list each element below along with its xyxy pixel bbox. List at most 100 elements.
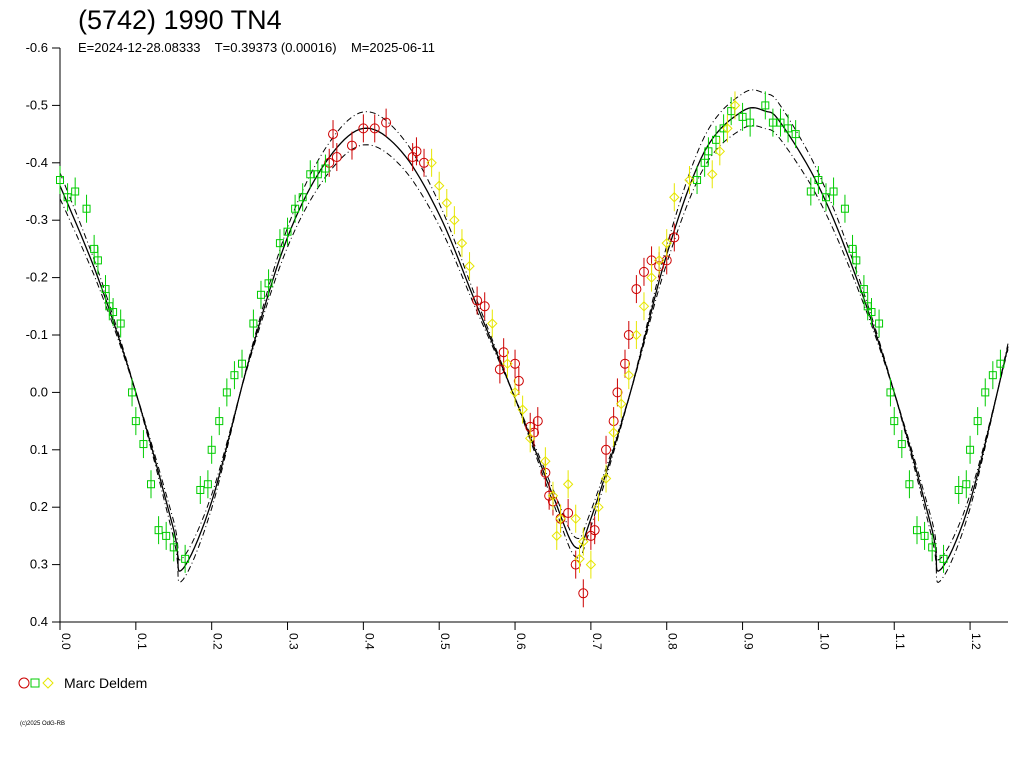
x-tick-label: 0.4 [362, 633, 376, 650]
legend-circle-marker [18, 677, 30, 689]
data-point-square [264, 279, 273, 288]
data-point-diamond [551, 530, 562, 542]
y-tick-label: 0.0 [30, 384, 48, 399]
data-point-square [996, 359, 1005, 368]
fit-envelope-lower [59, 124, 1009, 561]
y-tick-label: 0.1 [30, 442, 48, 457]
data-point-square [256, 290, 265, 299]
data-point-circle [419, 157, 430, 168]
data-point-diamond [487, 318, 498, 329]
data-point-square [840, 204, 849, 213]
data-point-diamond [638, 301, 650, 312]
data-points [56, 91, 1005, 608]
data-point-diamond [464, 260, 475, 272]
data-point-square [704, 147, 713, 156]
data-point-square [147, 480, 156, 489]
data-point-circle [407, 152, 418, 163]
data-point-square [859, 285, 868, 294]
data-point-circle [381, 117, 392, 128]
data-point-square [56, 176, 64, 185]
data-point-circle [585, 530, 596, 541]
data-point-square [101, 285, 110, 294]
y-tick-label: -0.5 [26, 97, 48, 112]
data-point-square [776, 118, 785, 127]
x-tick-label: 0.9 [742, 633, 756, 650]
data-point-diamond [593, 501, 604, 513]
data-point-diamond [631, 329, 642, 341]
data-point-square [973, 417, 982, 426]
data-point-square [93, 256, 102, 265]
data-point-square [897, 440, 906, 449]
x-tick-label: 1.1 [893, 633, 907, 650]
data-point-square [154, 526, 163, 535]
data-point-circle [638, 266, 649, 277]
data-point-circle [620, 358, 631, 369]
data-point-circle [498, 347, 509, 358]
y-tick-label: -0.6 [26, 40, 48, 55]
data-point-square [791, 130, 800, 139]
data-point-diamond [517, 404, 528, 415]
data-point-circle [479, 301, 490, 312]
data-point-diamond [525, 433, 536, 444]
chart-title: (5742) 1990 TN4 [78, 5, 282, 35]
data-point-circle [578, 588, 589, 599]
data-point-square [852, 256, 861, 265]
data-point-diamond [684, 174, 695, 186]
data-point-diamond [555, 513, 566, 524]
data-point-square [283, 227, 292, 236]
data-point-square [249, 319, 258, 328]
data-point-square [920, 531, 929, 540]
data-point-diamond [722, 123, 733, 134]
data-point-square [746, 118, 755, 127]
data-point-diamond [714, 146, 726, 157]
data-point-circle [544, 490, 555, 501]
data-point-square [306, 170, 315, 179]
data-point-circle [328, 129, 339, 140]
data-point-square [928, 543, 937, 552]
data-point-diamond [456, 237, 468, 249]
y-tick-label: -0.1 [26, 327, 48, 342]
data-point-circle [513, 375, 524, 386]
data-point-square [761, 101, 770, 110]
data-point-square [814, 176, 823, 185]
data-point-diamond [441, 197, 452, 209]
fit-envelope-upper [59, 89, 1009, 583]
fit-curve [59, 107, 1009, 572]
legend-square-marker [30, 678, 40, 688]
x-tick-label: 1.0 [817, 633, 831, 650]
copyright: (c)2025 OdG-RB [20, 721, 66, 727]
data-point-circle [369, 123, 380, 134]
data-point-circle [563, 507, 574, 518]
data-point-square [905, 480, 914, 489]
data-point-square [321, 164, 330, 173]
x-tick-label: 0.3 [287, 633, 301, 650]
data-point-square [988, 371, 997, 380]
data-point-square [196, 485, 205, 494]
data-point-square [291, 204, 300, 213]
data-point-diamond [502, 358, 513, 369]
x-tick-label: 0.7 [590, 633, 604, 650]
data-point-square [128, 388, 137, 397]
data-point-square [169, 543, 178, 552]
data-point-square [230, 371, 239, 380]
data-point-square [131, 417, 140, 426]
legend-markers [18, 677, 54, 689]
data-point-diamond [426, 157, 437, 169]
data-point-circle [623, 330, 634, 340]
data-point-square [207, 445, 216, 454]
data-point-circle [494, 364, 505, 375]
data-point-diamond [646, 272, 657, 283]
data-point-square [162, 531, 171, 540]
data-point-diamond [707, 169, 718, 180]
data-point-circle [510, 358, 521, 369]
data-point-circle [669, 232, 680, 243]
data-point-square [275, 239, 284, 248]
data-point-square [139, 440, 148, 449]
data-point-circle [358, 123, 369, 134]
data-point-square [784, 124, 793, 133]
data-point-diamond [574, 553, 585, 565]
data-point-diamond [661, 237, 672, 249]
data-point-square [821, 193, 830, 202]
data-point-square [829, 187, 838, 196]
data-point-square [954, 485, 963, 494]
